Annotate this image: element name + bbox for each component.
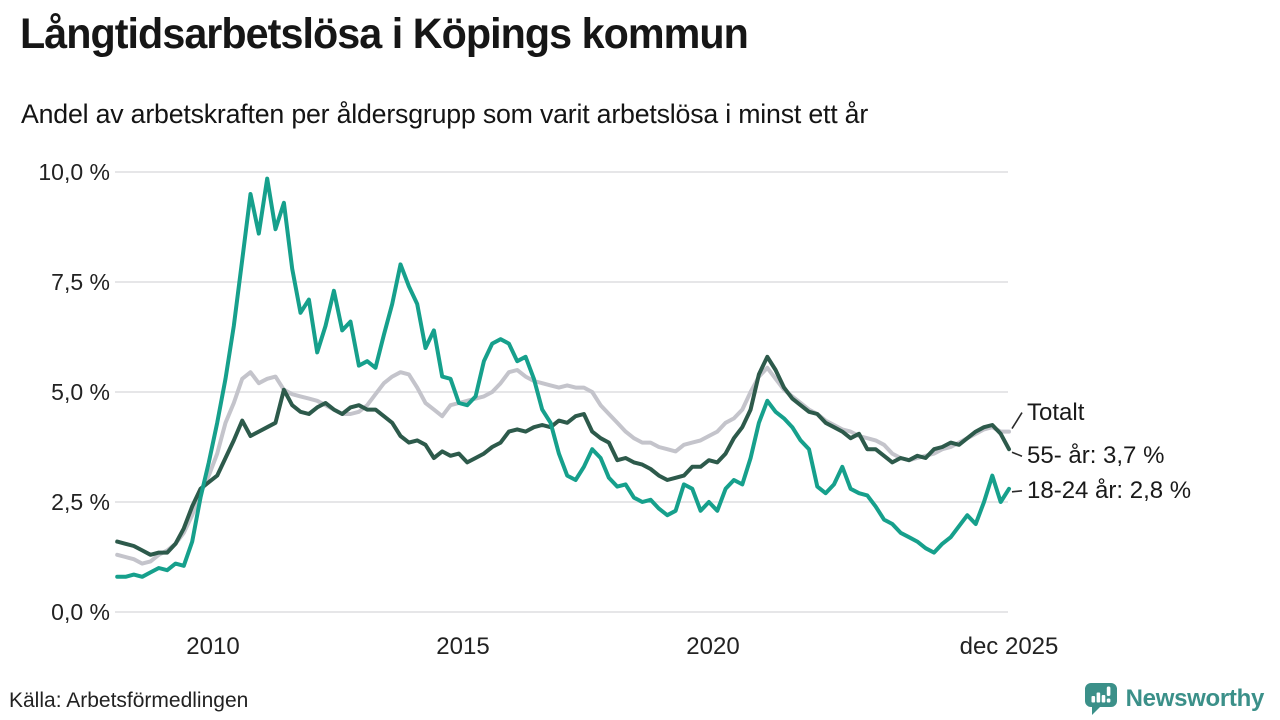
newsworthy-wordmark: Newsworthy [1125,684,1265,712]
x-axis-tick-label: dec 2025 [959,633,1059,660]
y-axis-tick-label: 10,0 % [38,159,110,185]
x-axis-tick-label: 2020 [686,633,740,660]
x-axis-tick-label: 2010 [186,633,240,660]
y-axis-tick-label: 5,0 % [51,379,110,405]
series-line-55-ar [115,354,1011,557]
source-text: Källa: Arbetsförmedlingen [9,689,249,712]
y-axis-tick-label: 7,5 % [51,269,110,295]
series-end-label-totalt: Totalt [1027,398,1085,426]
y-axis-tick-label: 0,0 % [51,599,110,625]
annotation-leader-line [1011,490,1023,493]
x-axis-tick-label: 2015 [436,633,490,660]
series-end-label-18-24-ar: 18-24 år: 2,8 % [1027,476,1192,504]
series-line-18-24-ar [115,176,1011,579]
newsworthy-speech-bubble-icon [1084,683,1117,715]
page-title: Långtidsarbetslösa i Köpings kommun [20,10,749,58]
y-axis-tick-label: 2,5 % [51,489,110,515]
newsworthy-logo: Newsworthy [1084,682,1264,715]
annotation-leader-line [1011,451,1023,457]
chart-subtitle: Andel av arbetskraften per åldersgrupp s… [21,99,869,129]
series-end-label-55-ar: 55- år: 3,7 % [1027,442,1165,470]
annotation-leader-line [1011,412,1023,430]
